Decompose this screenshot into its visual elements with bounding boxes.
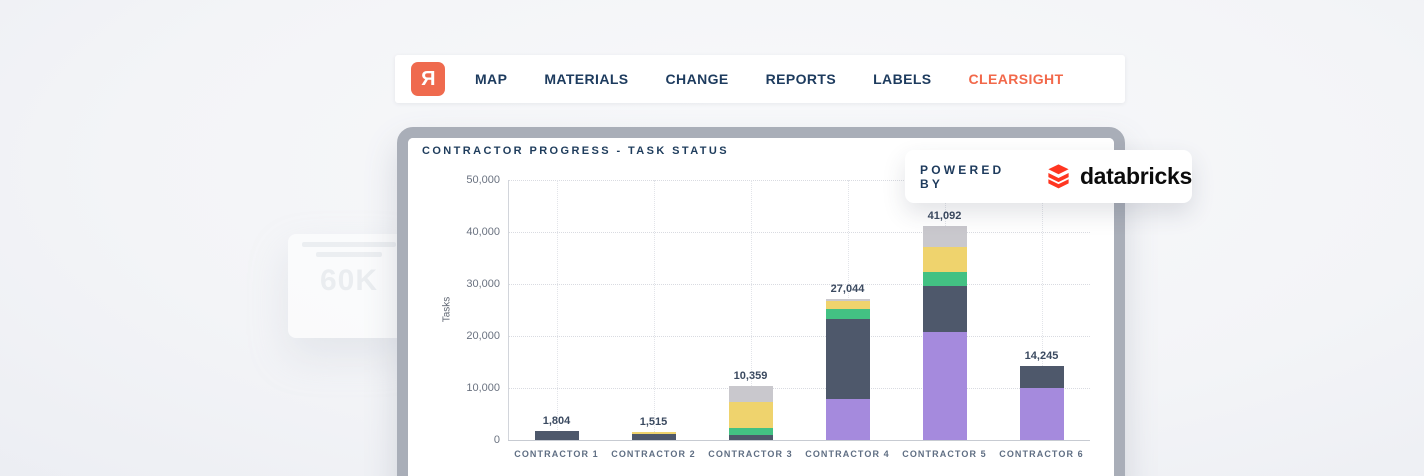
- x-axis-line: [508, 440, 1090, 441]
- bar-segment-green[interactable]: [729, 428, 773, 435]
- bar-segment-green[interactable]: [826, 309, 870, 319]
- bar-segment-purple[interactable]: [826, 399, 870, 440]
- bar-segment-gray[interactable]: [826, 299, 870, 300]
- x-category-label: CONTRACTOR 5: [902, 449, 987, 459]
- nav-item-labels[interactable]: LABELS: [873, 71, 931, 87]
- x-category-label: CONTRACTOR 3: [708, 449, 793, 459]
- x-category-label: CONTRACTOR 4: [805, 449, 890, 459]
- app-logo[interactable]: R: [411, 62, 445, 96]
- bar-segment-purple[interactable]: [1020, 388, 1064, 440]
- bar-segment-slate[interactable]: [535, 431, 579, 440]
- nav-item-reports[interactable]: REPORTS: [766, 71, 836, 87]
- bar-total-label: 27,044: [831, 283, 865, 295]
- bar-segment-yellow[interactable]: [729, 402, 773, 429]
- h-gridline: [508, 284, 1090, 285]
- y-tick-label: 40,000: [440, 226, 500, 238]
- y-tick-label: 20,000: [440, 330, 500, 342]
- app-logo-letter: R: [421, 69, 435, 89]
- x-category-label: CONTRACTOR 1: [514, 449, 599, 459]
- bar-segment-slate[interactable]: [1020, 366, 1064, 388]
- bar-total-label: 10,359: [734, 370, 768, 382]
- databricks-wordmark: databricks: [1080, 163, 1192, 190]
- bar-segment-slate[interactable]: [632, 434, 676, 440]
- powered-by-databricks-badge[interactable]: POWERED BY databricks: [905, 150, 1192, 203]
- nav-item-materials[interactable]: MATERIALS: [544, 71, 628, 87]
- bar-segment-gray[interactable]: [729, 386, 773, 401]
- bar-total-label: 14,245: [1025, 350, 1059, 362]
- bar-segment-yellow[interactable]: [632, 432, 676, 434]
- v-gridline: [557, 180, 558, 440]
- x-category-label: CONTRACTOR 2: [611, 449, 696, 459]
- ghost-text-line: [316, 252, 382, 257]
- bar-segment-green[interactable]: [923, 272, 967, 286]
- nav-item-clearsight[interactable]: CLEARSIGHT: [969, 71, 1064, 87]
- bar-segment-slate[interactable]: [826, 319, 870, 400]
- bar-segment-yellow[interactable]: [923, 247, 967, 272]
- ghost-text-line: [302, 242, 396, 247]
- nav-menu: MAP MATERIALS CHANGE REPORTS LABELS CLEA…: [475, 71, 1064, 87]
- powered-by-label: POWERED BY: [920, 163, 1032, 191]
- bar-segment-yellow[interactable]: [826, 301, 870, 309]
- bar-total-label: 1,804: [543, 415, 571, 427]
- bar-segment-gray[interactable]: [923, 226, 967, 247]
- bar-total-label: 41,092: [928, 210, 962, 222]
- v-gridline: [654, 180, 655, 440]
- ghost-kpi-value: 60K: [288, 264, 410, 298]
- y-axis-line: [508, 180, 509, 440]
- bar-segment-purple[interactable]: [923, 332, 967, 440]
- y-tick-label: 50,000: [440, 174, 500, 186]
- bar-segment-slate[interactable]: [729, 435, 773, 440]
- nav-item-change[interactable]: CHANGE: [666, 71, 729, 87]
- y-tick-label: 0: [440, 434, 500, 446]
- top-navbar: R MAP MATERIALS CHANGE REPORTS LABELS CL…: [395, 55, 1125, 103]
- h-gridline: [508, 232, 1090, 233]
- bar-segment-slate[interactable]: [923, 286, 967, 333]
- nav-item-map[interactable]: MAP: [475, 71, 507, 87]
- h-gridline: [508, 336, 1090, 337]
- h-gridline: [508, 388, 1090, 389]
- screenshot-stage: 60K R MAP MATERIALS CHANGE REPORTS LABEL…: [0, 0, 1424, 476]
- x-category-label: CONTRACTOR 6: [999, 449, 1084, 459]
- y-axis-label: Tasks: [441, 297, 452, 323]
- y-tick-label: 30,000: [440, 278, 500, 290]
- ghost-background-card: 60K: [288, 234, 410, 338]
- bar-total-label: 1,515: [640, 416, 668, 428]
- databricks-logo-icon: [1045, 163, 1072, 190]
- y-tick-label: 10,000: [440, 382, 500, 394]
